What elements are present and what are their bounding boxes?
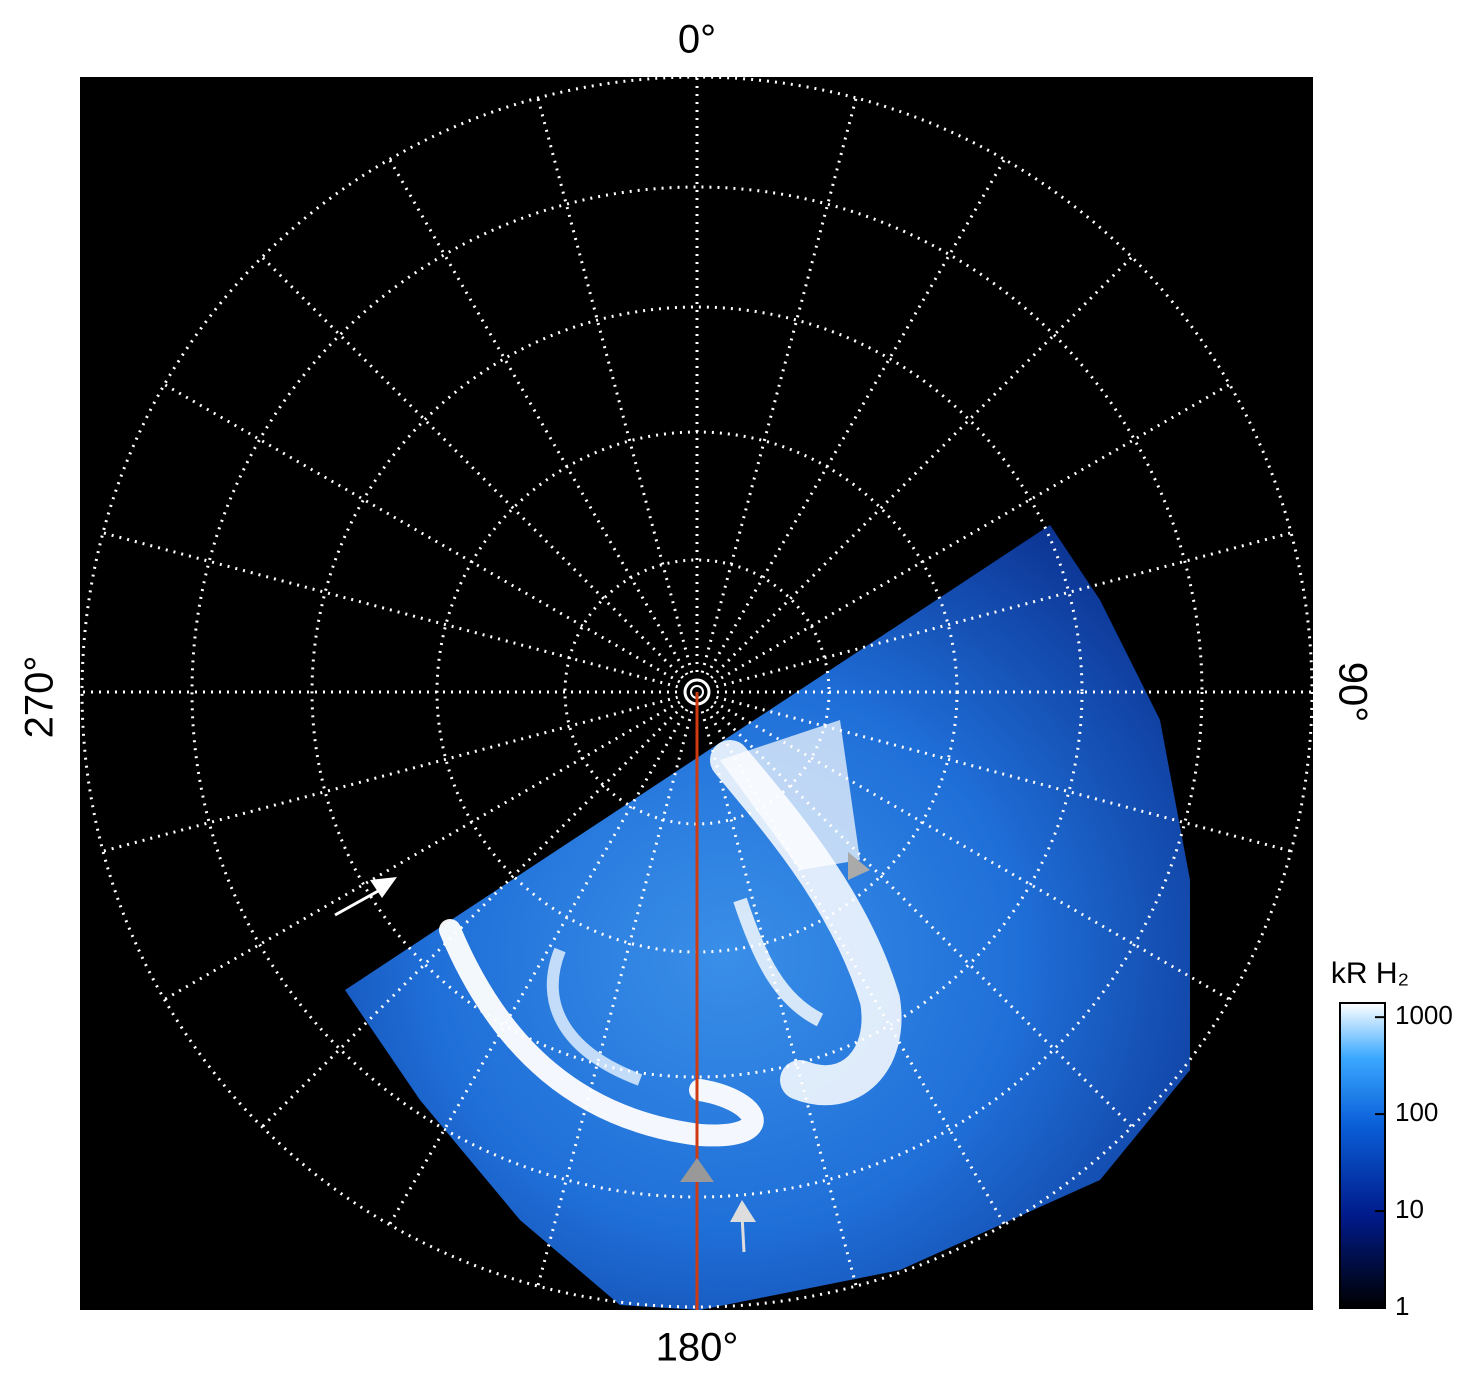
grid-meridian	[700, 97, 858, 674]
grid-meridian	[163, 700, 681, 1001]
white-arrowhead	[730, 1200, 756, 1222]
grid-meridian	[710, 256, 1133, 679]
colorbar	[1339, 1002, 1386, 1309]
bright-patch	[720, 720, 860, 870]
grid-meridian	[705, 158, 1006, 676]
grid-circle	[310, 305, 1084, 1079]
grid-meridian	[536, 97, 694, 674]
aurora	[345, 525, 1190, 1310]
grid-meridian	[261, 256, 684, 679]
grid-meridian	[388, 708, 689, 1226]
colorbar-tick-label: 1	[1395, 1291, 1409, 1321]
grid-meridian	[715, 531, 1292, 689]
grid-circle	[80, 77, 1313, 1309]
colorbar-title: kR H₂	[1331, 957, 1409, 990]
colorbar-tick-label: 1000	[1395, 1000, 1453, 1030]
grid-meridian	[536, 710, 694, 1287]
grid-meridian	[713, 700, 1231, 1001]
white-arrow	[334, 888, 381, 917]
grid-meridian	[102, 531, 679, 689]
colorbar-ticks: 1 10 100 1000	[1375, 1000, 1453, 1321]
grid-meridian	[713, 383, 1231, 684]
grid-meridian	[700, 710, 858, 1287]
aurora-region	[345, 525, 1190, 1310]
top-label: 0°	[678, 18, 716, 62]
colorbar-tick-label: 10	[1395, 1194, 1424, 1224]
colorbar-tick-label: 100	[1395, 1097, 1438, 1127]
grid-meridian	[102, 695, 679, 853]
grid-meridian	[261, 705, 684, 1128]
bottom-label: 180°	[656, 1326, 739, 1370]
white-arrowhead	[370, 877, 397, 898]
grid-meridian	[163, 383, 681, 684]
right-label: 90°	[1330, 662, 1374, 723]
gray-arrowhead	[848, 852, 870, 880]
grid-meridian	[715, 695, 1292, 853]
left-label: 270°	[18, 656, 62, 739]
grid-meridian	[705, 708, 1006, 1226]
main-oval	[439, 919, 764, 1147]
grid-meridian	[388, 158, 689, 676]
gray-arrowhead	[680, 1158, 714, 1182]
grid-meridian	[710, 705, 1133, 1128]
